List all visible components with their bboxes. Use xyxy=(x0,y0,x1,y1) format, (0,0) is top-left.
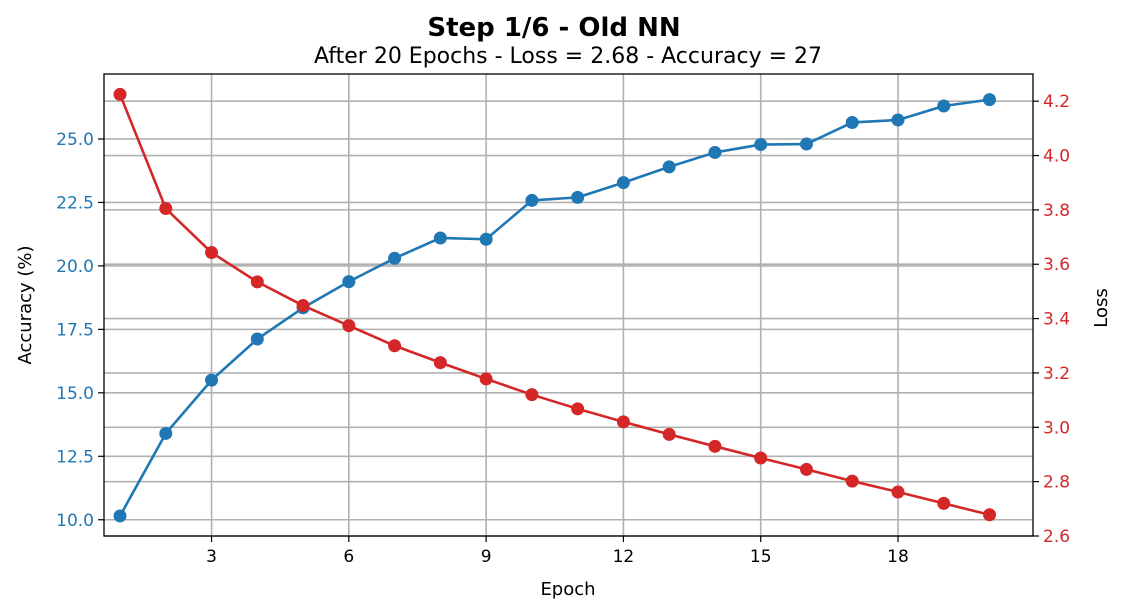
x-axis-label: Epoch xyxy=(540,579,595,600)
data-point-right xyxy=(708,439,722,453)
data-point-left xyxy=(616,176,630,190)
y-left-tick-label: 20.0 xyxy=(56,257,94,277)
data-point-right xyxy=(342,319,356,333)
data-point-left xyxy=(845,115,859,129)
chart-subtitle: After 20 Epochs - Loss = 2.68 - Accuracy… xyxy=(314,44,822,69)
data-point-right xyxy=(433,356,447,370)
data-point-right xyxy=(250,275,264,289)
data-point-left xyxy=(159,426,173,440)
y-left-tick-label: 25.0 xyxy=(56,130,94,150)
data-point-left xyxy=(388,251,402,265)
data-point-left xyxy=(571,190,585,204)
data-point-right xyxy=(662,427,676,441)
y-left-tick-label: 10.0 xyxy=(56,511,94,531)
x-tick-label: 18 xyxy=(887,547,909,567)
y-right-tick-label: 4.0 xyxy=(1043,147,1070,167)
y-right-tick-label: 3.0 xyxy=(1043,418,1070,438)
data-point-right xyxy=(159,202,173,216)
data-point-left xyxy=(525,193,539,207)
y-right-tick-label: 3.6 xyxy=(1043,255,1070,275)
data-point-left xyxy=(937,99,951,113)
grid xyxy=(104,74,1033,537)
data-point-right xyxy=(983,508,997,522)
data-point-left xyxy=(983,93,997,107)
y-right-tick-label: 3.4 xyxy=(1043,310,1070,330)
y-right-tick-label: 2.6 xyxy=(1043,527,1070,547)
plot-frame xyxy=(103,73,1034,537)
data-point-left xyxy=(799,137,813,151)
y-axis-right-label: Loss xyxy=(1091,288,1112,327)
data-point-right xyxy=(799,462,813,476)
x-tick-label: 6 xyxy=(343,547,354,567)
y-left-tick-label: 12.5 xyxy=(56,447,94,467)
x-tick-label: 3 xyxy=(206,547,217,567)
data-point-left xyxy=(433,231,447,245)
data-point-right xyxy=(845,474,859,488)
data-point-right xyxy=(571,402,585,416)
series-line-right xyxy=(118,93,990,517)
y-axis-left-label: Accuracy (%) xyxy=(15,245,36,364)
data-point-right xyxy=(891,485,905,499)
y-right-tick-label: 3.2 xyxy=(1043,364,1070,384)
chart-title: Step 1/6 - Old NN xyxy=(427,13,680,43)
y-left-tick-label: 17.5 xyxy=(56,320,94,340)
y-left-tick-label: 22.5 xyxy=(56,193,94,213)
data-point-left xyxy=(479,232,493,246)
series-layer xyxy=(113,87,997,523)
y-left-tick-label: 15.0 xyxy=(56,384,94,404)
data-point-left xyxy=(754,138,768,152)
data-point-right xyxy=(388,339,402,353)
data-point-right xyxy=(937,496,951,510)
x-tick-label: 15 xyxy=(750,547,772,567)
y-right-tick-label: 2.8 xyxy=(1043,473,1070,493)
data-point-left xyxy=(113,509,127,523)
x-tick-label: 12 xyxy=(613,547,635,567)
data-point-right xyxy=(296,299,310,313)
series-line-left xyxy=(118,98,990,517)
data-point-right xyxy=(525,388,539,402)
data-point-right xyxy=(205,246,219,260)
data-point-left xyxy=(708,145,722,159)
data-point-right xyxy=(479,372,493,386)
data-point-right xyxy=(616,415,630,429)
ticks: 3 6 9 12 15 18 10.0 12.5 15.0 17.5 20.0 22.5 25.0 2.6… xyxy=(56,92,1070,567)
x-tick-label: 9 xyxy=(481,547,492,567)
data-point-left xyxy=(205,373,219,387)
data-point-left xyxy=(891,113,905,127)
data-point-left xyxy=(342,275,356,289)
data-point-left xyxy=(250,332,264,346)
y-right-tick-label: 4.2 xyxy=(1043,92,1070,112)
y-right-tick-label: 3.8 xyxy=(1043,201,1070,221)
data-point-right xyxy=(754,451,768,465)
data-point-left xyxy=(662,160,676,174)
data-point-right xyxy=(113,87,127,101)
